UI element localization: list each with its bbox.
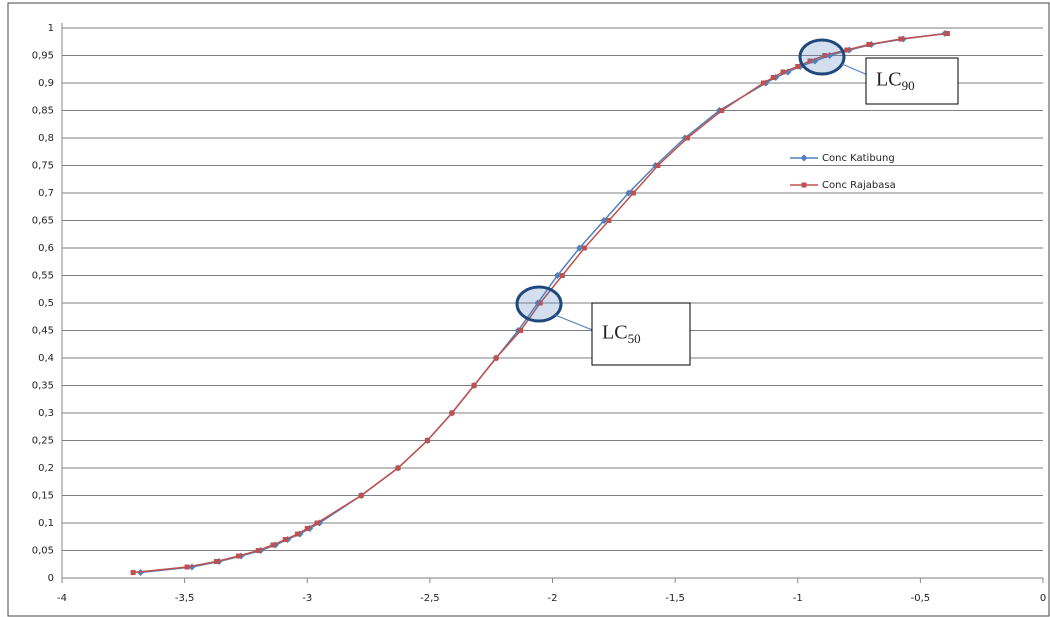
marker	[270, 543, 275, 548]
marker	[472, 383, 477, 388]
marker	[844, 48, 849, 53]
x-tick-label: 0	[1040, 593, 1046, 604]
marker	[945, 31, 950, 36]
callout-label: LC	[876, 69, 902, 91]
x-tick-label: -4	[57, 593, 67, 604]
y-tick-label: 0,05	[32, 546, 54, 557]
y-tick-label: 0,55	[32, 271, 54, 282]
y-tick-label: 0,25	[32, 436, 54, 447]
y-tick-label: 0,6	[38, 243, 54, 254]
callout-subscript: 50	[628, 331, 641, 346]
marker	[359, 493, 364, 498]
marker	[305, 526, 310, 531]
marker	[214, 559, 219, 564]
marker	[781, 70, 786, 75]
x-tick-label: -1	[793, 593, 803, 604]
legend-label: Conc Rajabasa	[822, 180, 896, 191]
y-tick-label: 0,2	[38, 463, 54, 474]
marker	[185, 565, 190, 570]
marker	[866, 42, 871, 47]
legend-label: Conc Katibung	[822, 153, 895, 164]
marker	[283, 537, 288, 542]
y-tick-label: 0,4	[38, 353, 54, 364]
marker	[295, 532, 300, 537]
marker	[315, 521, 320, 526]
y-tick-label: 0,45	[32, 326, 54, 337]
marker	[449, 411, 454, 416]
marker	[802, 183, 807, 188]
y-tick-label: 0,5	[38, 298, 54, 309]
chart: 0 0,05 0,1 0,15 0,2 0,25 0,3 0,35 0,4 0,45 0,5 0,55…	[0, 0, 1050, 617]
y-tick-label: 0,35	[32, 381, 54, 392]
marker	[898, 37, 903, 42]
y-tick-label: 0,75	[32, 161, 54, 172]
y-tick-label: 0,65	[32, 216, 54, 227]
y-tick-label: 0,8	[38, 133, 54, 144]
x-tick-label: -3,5	[175, 593, 195, 604]
y-tick-label: 0,7	[38, 188, 54, 199]
highlight-ellipse	[517, 287, 561, 321]
y-tick-label: 0,15	[32, 491, 54, 502]
y-tick-label: 1	[48, 23, 54, 34]
marker	[494, 356, 499, 361]
marker	[560, 273, 565, 278]
y-tick-label: 0	[48, 573, 54, 584]
highlight-ellipse	[800, 40, 844, 74]
marker	[582, 246, 587, 251]
marker	[655, 163, 660, 168]
marker	[131, 570, 136, 575]
marker	[771, 75, 776, 80]
marker	[256, 548, 261, 553]
callout-subscript: 90	[902, 78, 915, 93]
marker	[236, 554, 241, 559]
marker	[606, 218, 611, 223]
y-tick-label: 0,3	[38, 408, 54, 419]
marker	[761, 81, 766, 86]
y-tick-label: 0,95	[32, 51, 54, 62]
x-tick-label: -1,5	[665, 593, 685, 604]
x-tick-label: -2	[548, 593, 558, 604]
marker	[685, 136, 690, 141]
y-tick-label: 0,9	[38, 78, 54, 89]
marker	[719, 108, 724, 113]
y-tick-label: 0,85	[32, 106, 54, 117]
callout-label: LC	[602, 322, 628, 344]
marker	[631, 191, 636, 196]
x-tick-label: -2,5	[420, 593, 440, 604]
marker	[395, 466, 400, 471]
y-tick-label: 0,1	[38, 518, 54, 529]
marker	[518, 328, 523, 333]
x-tick-label: -3	[302, 593, 312, 604]
marker	[795, 64, 800, 69]
x-tick-label: -0,5	[911, 593, 931, 604]
marker	[425, 438, 430, 443]
